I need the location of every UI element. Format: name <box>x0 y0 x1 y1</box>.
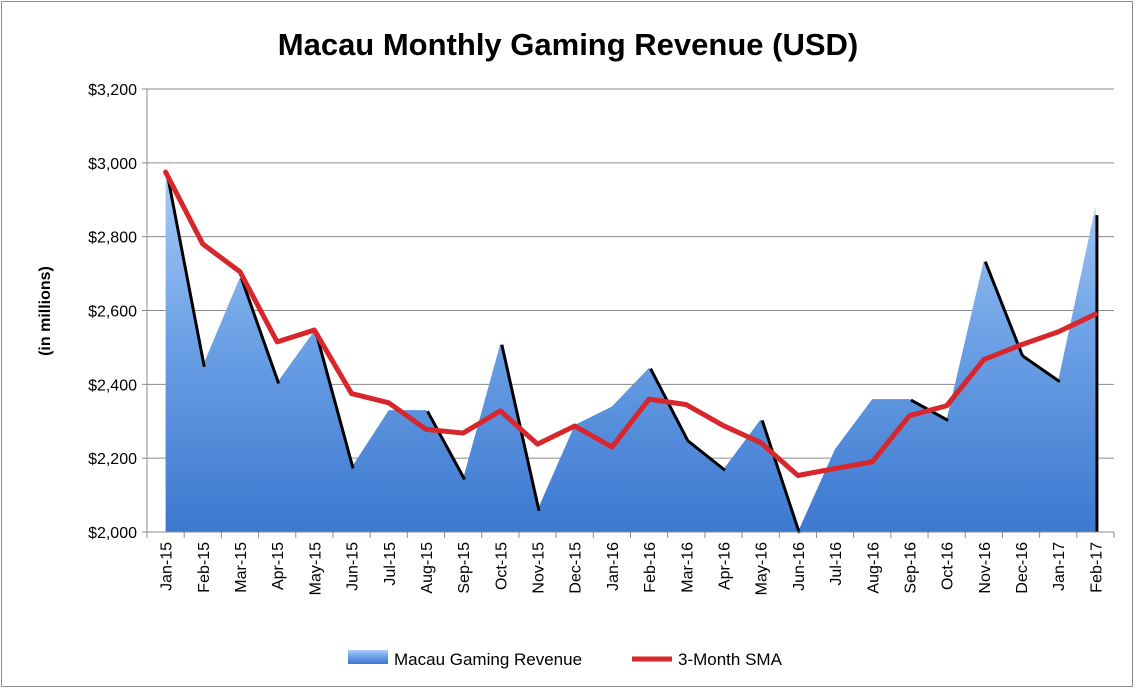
x-tick-label: Nov-15 <box>531 542 548 594</box>
area-edge-shadow <box>1021 354 1061 383</box>
sma-line-series <box>163 169 1098 479</box>
x-tick-label: Aug-16 <box>865 542 882 594</box>
area-edge-shadow <box>165 172 206 368</box>
x-tick-label: Jan-15 <box>159 542 176 591</box>
y-tick-label: $2,800 <box>88 230 137 247</box>
x-tick-label: Apr-16 <box>716 542 733 590</box>
area-edge-shadow <box>686 439 726 472</box>
x-tick-label: Feb-16 <box>642 542 659 593</box>
x-tick-label: Aug-15 <box>419 542 436 594</box>
x-tick-label: Nov-16 <box>977 542 994 594</box>
x-tick-label: Feb-15 <box>196 542 213 593</box>
legend-label-revenue: Macau Gaming Revenue <box>394 650 582 669</box>
x-tick-label: Sep-16 <box>902 542 919 594</box>
y-tick-label: $2,000 <box>88 525 137 542</box>
x-tick-label: Jun-15 <box>345 542 362 591</box>
x-tick-label: Apr-15 <box>270 542 287 590</box>
x-tick-label: May-15 <box>307 542 324 595</box>
area-edge-shadow <box>649 368 690 442</box>
x-tick-label: Mar-15 <box>233 542 250 593</box>
revenue-area <box>165 172 1096 532</box>
x-tick-label: Oct-16 <box>940 542 957 590</box>
y-tick-label: $3,000 <box>88 156 137 173</box>
x-tick-label: Jul-15 <box>382 542 399 586</box>
x-tick-label: May-16 <box>754 542 771 595</box>
x-tick-label: Jan-17 <box>1051 542 1068 591</box>
x-tick-label: Dec-16 <box>1014 542 1031 594</box>
sma-line <box>163 169 1098 479</box>
y-tick-label: $2,400 <box>88 377 137 394</box>
y-axis-ticks: $2,000 $2,200 $2,400 $2,600 $2,800 $3,000 $3,2… <box>88 82 147 542</box>
chart-title: Macau Monthly Gaming Revenue (USD) <box>278 27 858 62</box>
y-tick-label: $2,600 <box>88 304 137 321</box>
x-tick-label: Mar-16 <box>679 542 696 593</box>
y-axis-label: (in millions) <box>37 266 54 356</box>
area-edge-shadow <box>240 277 281 384</box>
x-tick-label: Sep-15 <box>456 542 473 594</box>
legend-label-sma: 3-Month SMA <box>678 650 783 669</box>
area-edge-shadow <box>983 261 1024 357</box>
revenue-area-series <box>165 172 1096 532</box>
x-tick-label: Jun-16 <box>791 542 808 591</box>
x-tick-label: Oct-15 <box>493 542 510 590</box>
x-tick-label: Jan-16 <box>605 542 622 591</box>
x-tick-label: Feb-17 <box>1088 542 1105 593</box>
x-tick-label: Jul-16 <box>828 542 845 586</box>
y-tick-label: $3,200 <box>88 82 137 99</box>
x-axis-ticks: Jan-15 Feb-15 Mar-15 Apr-15 May-15 Jun-15 Jul-… <box>146 532 1115 595</box>
area-edge-shadow <box>426 410 466 481</box>
legend: Macau Gaming Revenue 3-Month SMA <box>348 650 783 669</box>
y-tick-label: $2,200 <box>88 451 137 468</box>
area-edge-shadow <box>314 331 355 469</box>
legend-swatch-revenue <box>348 650 388 664</box>
x-tick-label: Dec-15 <box>568 542 585 594</box>
area-edge-shadow <box>760 419 801 534</box>
